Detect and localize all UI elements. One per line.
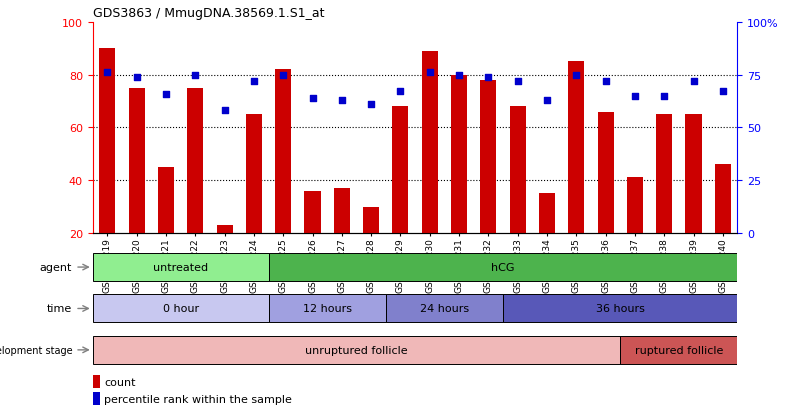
Bar [568, 62, 584, 233]
Bar [685, 115, 701, 233]
Text: hCG: hCG [492, 262, 515, 273]
Point [423, 70, 436, 76]
Bar [129, 88, 145, 233]
Point [717, 89, 729, 95]
Bar [503, 295, 737, 323]
Bar [451, 75, 467, 233]
Bar [597, 112, 613, 233]
Text: 24 hours: 24 hours [420, 304, 469, 314]
Text: unruptured follicle: unruptured follicle [305, 345, 408, 355]
Text: 12 hours: 12 hours [303, 304, 351, 314]
Bar [158, 168, 174, 233]
Text: agent: agent [39, 262, 73, 273]
Text: percentile rank within the sample: percentile rank within the sample [104, 394, 292, 404]
Bar [268, 295, 386, 323]
Text: 0 hour: 0 hour [163, 304, 199, 314]
Point [189, 72, 202, 78]
Point [453, 72, 466, 78]
Bar [305, 191, 321, 233]
Bar [93, 392, 101, 405]
Text: count: count [104, 377, 135, 387]
Point [306, 95, 319, 102]
Bar [217, 225, 233, 233]
Point [541, 97, 554, 104]
Text: 36 hours: 36 hours [596, 304, 645, 314]
Text: development stage: development stage [0, 345, 73, 355]
Point [160, 91, 172, 97]
Bar [99, 49, 115, 233]
Bar [422, 52, 438, 233]
Bar [334, 189, 350, 233]
Point [101, 70, 114, 76]
Bar [275, 70, 291, 233]
Point [687, 78, 700, 85]
Bar [386, 295, 503, 323]
Text: untreated: untreated [153, 262, 208, 273]
Text: ruptured follicle: ruptured follicle [634, 345, 723, 355]
Point [131, 74, 143, 81]
Bar [509, 107, 526, 233]
Bar [187, 88, 203, 233]
Bar [393, 107, 409, 233]
Bar [268, 254, 737, 281]
Bar [93, 375, 101, 388]
Bar [539, 194, 555, 233]
Bar [93, 254, 268, 281]
Point [276, 72, 289, 78]
Point [629, 93, 642, 100]
Bar [656, 115, 672, 233]
Point [599, 78, 612, 85]
Bar [93, 336, 621, 364]
Point [658, 93, 671, 100]
Bar [363, 207, 379, 233]
Point [511, 78, 524, 85]
Point [364, 102, 377, 108]
Text: GDS3863 / MmugDNA.38569.1.S1_at: GDS3863 / MmugDNA.38569.1.S1_at [93, 7, 324, 20]
Point [218, 108, 231, 114]
Bar [246, 115, 262, 233]
Bar [621, 336, 737, 364]
Bar [480, 81, 496, 233]
Bar [627, 178, 643, 233]
Text: time: time [47, 304, 73, 314]
Point [335, 97, 348, 104]
Point [570, 72, 583, 78]
Bar [93, 295, 268, 323]
Point [394, 89, 407, 95]
Point [247, 78, 260, 85]
Point [482, 74, 495, 81]
Bar [715, 165, 731, 233]
